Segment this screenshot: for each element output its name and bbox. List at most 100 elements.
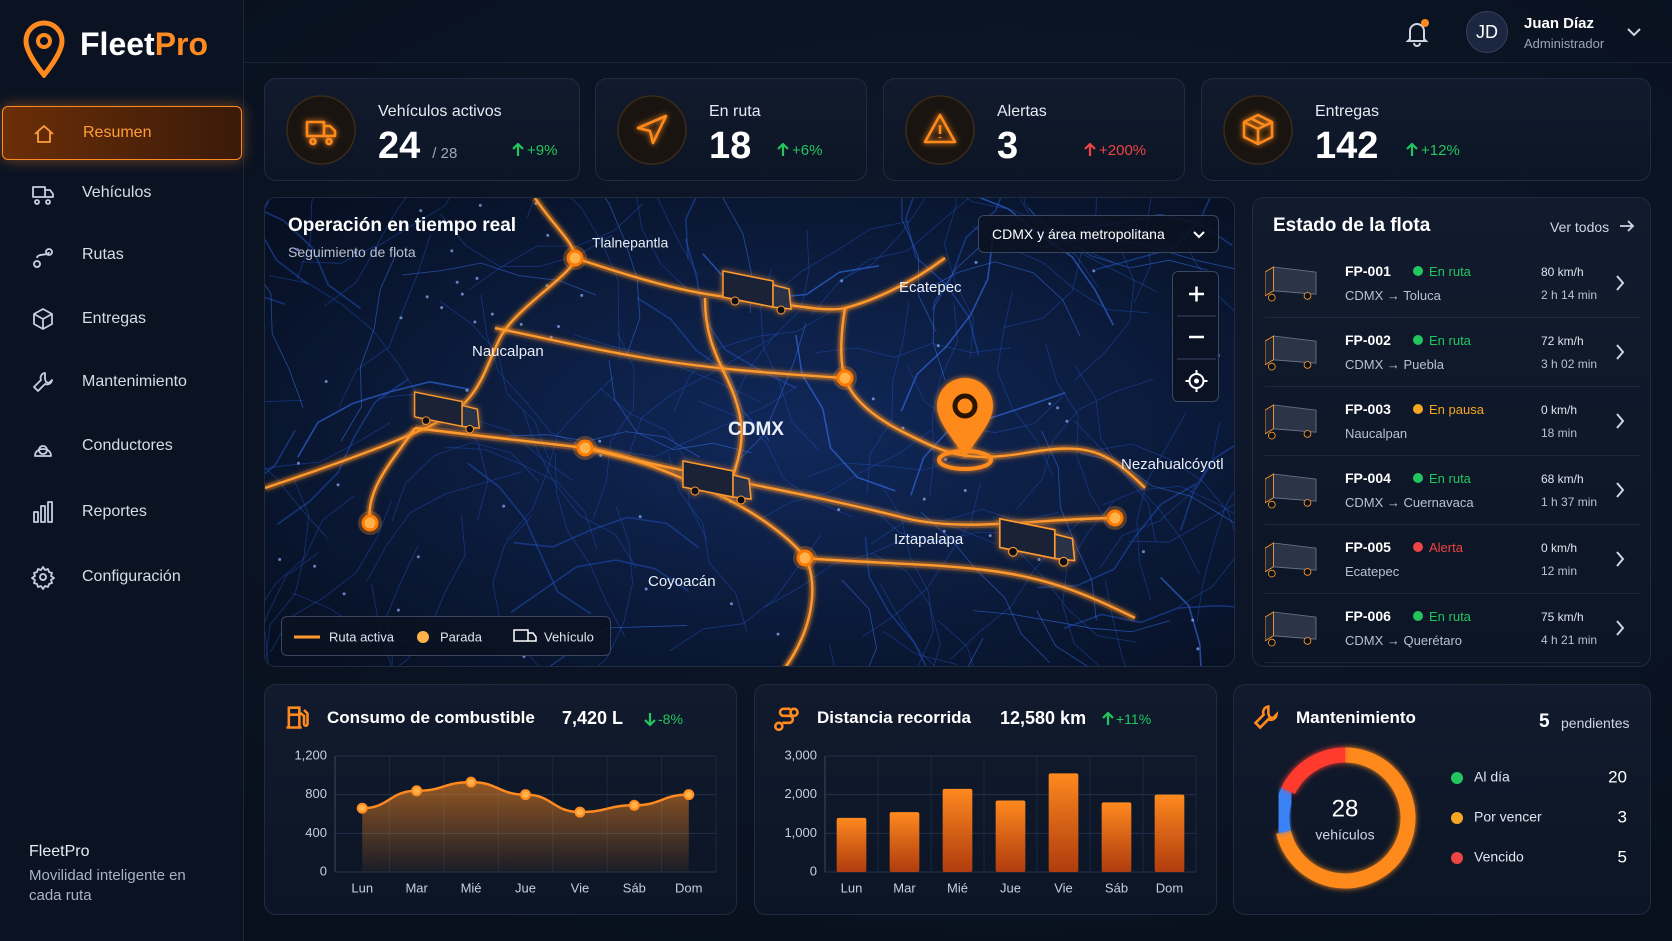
street-light [353,250,357,254]
zoom-buttons[interactable] [1173,272,1220,403]
row-chevron [1616,344,1625,360]
arrow-shape [644,713,656,726]
place-label: Naucalpan [472,343,544,360]
kpi-value-row: 24 / 28 [378,125,457,168]
trend-arrow [644,713,656,726]
wheel [1008,546,1018,557]
truck-thumb [1265,266,1317,302]
street [340,252,397,442]
nav-item[interactable]: Conductores [2,419,242,473]
street [1178,558,1234,608]
status-dot [1413,473,1423,483]
nav-icon [34,445,52,457]
street-light [1065,419,1069,423]
street-light [278,557,282,561]
truck-thumb [1265,335,1317,371]
fleet-row[interactable]: FP-001 En ruta CDMX → Toluca 80 km/h 2 h 14 … [1265,249,1640,318]
street [265,495,355,601]
footer-title: FleetPro [29,843,90,860]
y-tick-label: 0 [320,863,327,878]
vehicle [722,270,792,315]
street [1177,225,1234,312]
vehicle-route: CDMX → Puebla [1345,357,1444,372]
icon-shape [1242,113,1274,146]
stop [796,549,814,567]
nav-icon [32,186,54,205]
truck-body [1273,404,1317,433]
map[interactable]: Tlalnepantla Ecatepec Naucalpan CDMX Nezahua… [265,198,1235,667]
region-select[interactable]: CDMX y área metropolitana [978,215,1219,253]
street [1037,483,1196,589]
street [265,467,329,540]
vehicle-id: FP-004 [1345,470,1391,486]
truck-cab [1265,335,1274,366]
kpi-card: En ruta 18 +6% [595,78,867,181]
vehicle-eta: 1 h 37 min [1541,495,1598,509]
street [929,301,958,497]
nav-item[interactable]: Mantenimiento [2,355,242,409]
street [1128,503,1234,543]
kpi-value-row: 142 [1315,125,1378,168]
x-tick-label: Lun [841,880,863,895]
truck-cab [1265,266,1274,297]
vehicle-eta: 4 h 21 min [1541,633,1598,647]
nav-item[interactable]: Vehículos [2,166,242,220]
y-tick-label: 0 [810,863,817,878]
street-light [942,529,946,533]
stop [361,514,379,532]
nav-label: Reportes [82,503,147,520]
vehicle-eta: 12 min [1541,564,1578,578]
fleet-row[interactable]: FP-005 Alerta Ecatepec 0 km/h 12 min [1265,525,1640,594]
wheel [1267,500,1276,509]
street-light [1056,406,1060,410]
street [1179,444,1234,531]
nav-item[interactable]: Configuración [2,550,242,604]
logo-icon [23,20,65,78]
place-label: Iztapalapa [894,531,964,548]
avatar[interactable]: JD [1466,11,1508,53]
panel-title: Mantenimiento [1296,708,1416,727]
nav-item[interactable]: Resumen [2,106,242,160]
kpi-change: +12% [1421,142,1460,159]
icon-shape [34,445,52,457]
nav-label: Vehículos [82,184,152,201]
fleet-row[interactable]: FP-002 En ruta CDMX → Puebla 72 km/h 3 h 02 … [1265,318,1640,387]
x-tick-label: Vie [571,880,590,895]
street [1062,500,1115,666]
street [657,198,700,277]
nav-item[interactable]: Reportes [2,485,242,539]
street [667,452,748,632]
status-dot [1413,335,1423,345]
bar [1101,802,1132,872]
fleet-row[interactable]: FP-006 En ruta CDMX → Querétaro 75 km/h 4 h … [1265,594,1640,663]
location-pin [937,378,993,471]
nav-icon [34,125,54,143]
nav-item[interactable]: Entregas [2,292,242,346]
nav-item[interactable]: Rutas [2,228,242,282]
notifications[interactable] [1402,18,1432,48]
wheel [1303,568,1312,576]
user-role: Administrador [1524,36,1605,51]
panel-total: 7,420 L [562,708,624,728]
fleet-row[interactable]: FP-003 En pausa Naucalpan 0 km/h 18 min [1265,387,1640,456]
brand-first: Fleet [80,26,155,62]
x-tick-label: Dom [675,880,702,895]
view-all[interactable]: Ver todos [1550,219,1635,235]
donut-center-value: 28 [1332,795,1359,822]
vehicle-speed: 80 km/h [1541,265,1584,279]
x-tick-label: Vie [1054,880,1073,895]
street [1102,485,1234,515]
icon-ring [617,95,687,165]
trend-arrow [777,143,789,156]
truck-thumb [1265,542,1317,578]
user-menu[interactable] [1626,26,1642,38]
street [636,296,770,442]
active-route [804,556,1136,620]
select-chevron [1193,231,1205,239]
street-light [399,316,403,320]
street-light [455,280,459,284]
fleet-row[interactable]: FP-004 En ruta CDMX → Cuernavaca 68 km/h 1 h… [1265,456,1640,525]
stop [1106,509,1124,527]
pin-hole [952,393,978,419]
vehicle-route: CDMX → Toluca [1345,288,1441,303]
